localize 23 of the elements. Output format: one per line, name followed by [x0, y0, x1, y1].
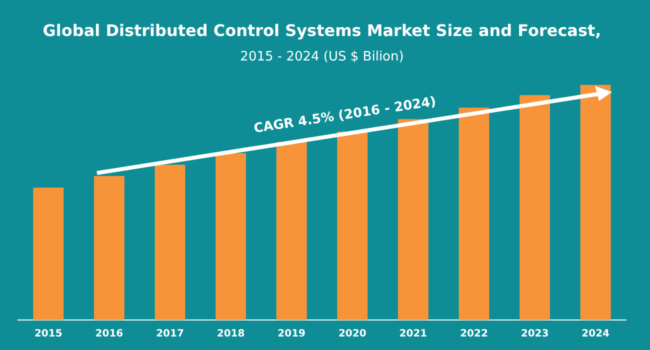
bar	[276, 142, 307, 320]
x-tick-label: 2024	[582, 328, 610, 340]
bar	[94, 176, 124, 320]
bar	[154, 164, 186, 320]
chart-title: Global Distributed Control Systems Market Size and Forecast,	[42, 20, 602, 40]
x-tick-label: 2016	[95, 328, 124, 340]
x-tick-label: 2015	[34, 328, 62, 340]
x-tick-label: 2017	[156, 328, 184, 340]
x-tick-label: 2022	[460, 328, 488, 340]
bar	[216, 153, 246, 320]
bar	[580, 84, 611, 320]
chart-subtitle: 2015 - 2024 (US $ Bilion)	[240, 49, 404, 64]
x-tick-label: 2020	[338, 328, 366, 340]
bar	[337, 132, 368, 320]
bar	[520, 95, 550, 320]
annotation: CAGR 4.5% (2016 - 2024)	[252, 93, 438, 138]
x-tick-label: 2021	[399, 328, 428, 340]
x-tick-label: 2023	[520, 328, 549, 340]
x-tick-label: 2019	[278, 328, 306, 340]
bar	[458, 108, 490, 320]
bar	[398, 119, 428, 320]
x-tick-label: 2018	[216, 328, 245, 340]
bar	[33, 188, 64, 320]
